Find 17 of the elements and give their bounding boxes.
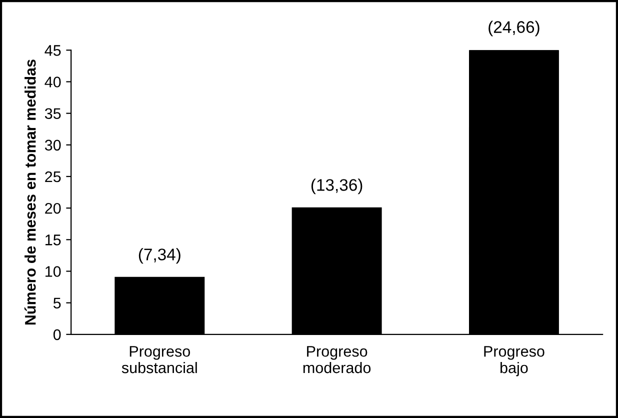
x-tick-label: Progreso bajo <box>484 346 544 376</box>
annotation: (24,66) <box>488 20 540 36</box>
y-axis-title: Número de meses en tomar medidas <box>24 60 36 325</box>
y-tick-label: 15 <box>46 234 61 246</box>
y-tick-label: 35 <box>44 108 61 120</box>
y-tick-label: 30 <box>44 140 61 151</box>
y-tick-label: 5 <box>53 298 61 309</box>
x-tick-label: Progreso moderado <box>303 346 371 374</box>
y-tick-label: 25 <box>45 171 61 182</box>
annotation: (13,36) <box>311 178 362 194</box>
annotation: (7,34) <box>138 248 180 264</box>
x-tick-label: Progreso substancial <box>122 346 197 374</box>
y-tick-label: 40 <box>44 76 61 88</box>
y-tick-label: 0 <box>53 329 61 340</box>
y-tick-label: 45 <box>44 45 61 56</box>
y-tick-label: 20 <box>45 202 61 214</box>
y-tick-label: 10 <box>46 266 61 277</box>
